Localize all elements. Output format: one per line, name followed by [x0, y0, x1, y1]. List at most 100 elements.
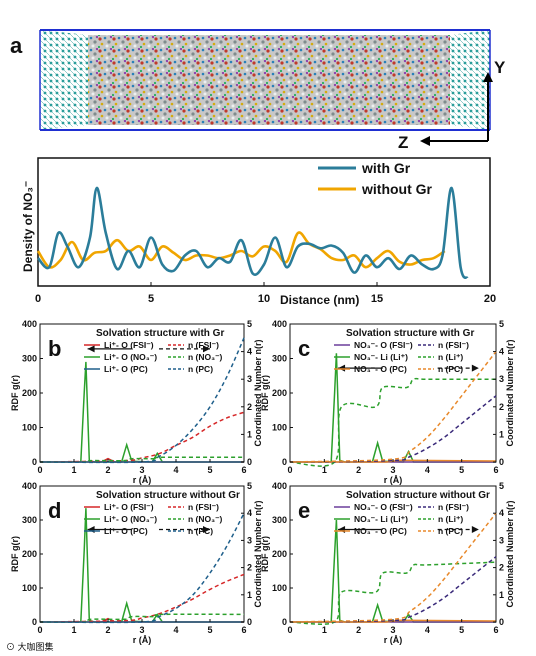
arrowhead-icon [471, 364, 479, 372]
rdf-legend-label: Li⁺- O (PC) [104, 526, 148, 536]
rdf-panel-label: d [48, 498, 61, 523]
rdf-y2tick-label: 2 [247, 402, 252, 412]
rdf-y2tick-label: 5 [247, 481, 252, 491]
rdf-legend-label: NO₃⁻- O (FSI⁻) [354, 502, 413, 512]
rdf-xtick-label: 1 [322, 465, 327, 475]
density-ylabel: Density of NO₃⁻ [21, 181, 35, 272]
rdf-legend-label: n (FSI⁻) [438, 502, 469, 512]
rdf-panel-label: e [298, 498, 310, 523]
rdf-ytick-label: 0 [282, 457, 287, 467]
rdf-y2tick-label: 1 [499, 429, 504, 439]
rdf-y2tick-label: 4 [499, 508, 504, 518]
rdf-xlabel: r (Å) [384, 475, 403, 485]
rdf-xtick-label: 6 [493, 465, 498, 475]
rdf-panel-title: Solvation structure without Gr [96, 490, 240, 501]
rdf-ytick-label: 100 [272, 583, 287, 593]
density-xtick-label: 5 [148, 293, 154, 305]
graphene-right [450, 30, 490, 130]
rdf-legend-label: n (FSI⁻) [188, 340, 219, 350]
rdf-y2tick-label: 5 [499, 319, 504, 329]
rdf-y2tick-label: 0 [247, 617, 252, 627]
rdf-y2tick-label: 3 [499, 535, 504, 545]
axis-z-label: Z [398, 133, 408, 152]
rdf-panel-title: Solvation structure with Gr [96, 328, 224, 339]
rdf-y2tick-label: 1 [247, 429, 252, 439]
rdf-y2tick-label: 1 [247, 590, 252, 600]
rdf-xtick-label: 1 [71, 625, 76, 635]
rdf-ytick-label: 300 [22, 515, 37, 525]
rdf-legend-label: Li⁺- O (NO₃⁻) [104, 352, 157, 362]
rdf-ytick-label: 200 [22, 549, 37, 559]
rdf-y2tick-label: 3 [499, 374, 504, 384]
z-arrowhead-icon [420, 136, 430, 146]
rdf-xtick-label: 6 [241, 465, 246, 475]
density-xtick-label: 15 [371, 293, 383, 305]
arrowhead-icon [471, 526, 479, 534]
rdf-legend-label: n (FSI⁻) [438, 340, 469, 350]
rdf-panel-label: c [298, 336, 310, 361]
rdf-legend-label: Li⁺- O (NO₃⁻) [104, 514, 157, 524]
rdf-xtick-label: 3 [390, 625, 395, 635]
rdf-legend-label: Li⁺- O (FSI⁻) [104, 502, 154, 512]
rdf-xlabel: r (Å) [133, 475, 152, 485]
rdf-xtick-label: 0 [37, 625, 42, 635]
rdf-y2tick-label: 0 [499, 457, 504, 467]
arrowhead-icon [87, 345, 95, 353]
rdf-series-line [39, 411, 245, 463]
rdf-ylabel: RDF g(r) [10, 536, 20, 572]
rdf-y2tick-label: 2 [247, 563, 252, 573]
rdf-series-line [39, 337, 245, 464]
rdf-ytick-label: 300 [22, 354, 37, 364]
rdf-ytick-label: 200 [272, 388, 287, 398]
rdf-xtick-label: 0 [37, 465, 42, 475]
rdf-y2tick-label: 4 [499, 347, 504, 357]
rdf-xtick-label: 2 [356, 465, 361, 475]
rdf-series-line [39, 512, 245, 624]
density-xtick-label: 10 [258, 293, 270, 305]
density-legend-label: without Gr [361, 181, 433, 197]
rdf-y2tick-label: 0 [499, 617, 504, 627]
rdf-series-line [289, 556, 497, 623]
axis-y-label: Y [494, 58, 506, 77]
rdf-xlabel: r (Å) [384, 635, 403, 645]
rdf-legend-label: NO₃⁻- O (FSI⁻) [354, 340, 413, 350]
y-arrowhead-icon [483, 72, 493, 82]
rdf-ylabel: RDF g(r) [260, 536, 270, 572]
rdf-ytick-label: 300 [272, 354, 287, 364]
rdf-legend-label: n (PC) [188, 526, 213, 536]
rdf-ytick-label: 200 [272, 549, 287, 559]
rdf-y2tick-label: 5 [247, 319, 252, 329]
watermark: ⊙ 大咖图集 [6, 641, 54, 652]
rdf-legend-label: NO₃⁻- O (PC) [354, 526, 407, 536]
arrowhead-icon [338, 364, 346, 372]
rdf-panel-title: Solvation structure with Gr [346, 328, 474, 339]
rdf-y2tick-label: 3 [247, 535, 252, 545]
rdf-xlabel: r (Å) [133, 635, 152, 645]
rdf-ytick-label: 300 [272, 515, 287, 525]
density-xlabel: Distance (nm) [280, 293, 359, 307]
density-xtick-label: 0 [35, 293, 41, 305]
rdf-xtick-label: 6 [241, 625, 246, 635]
rdf-series-line [289, 395, 497, 463]
density-legend: with Gr without Gr [318, 160, 433, 197]
rdf-legend-label: n (NO₃⁻) [188, 352, 223, 362]
rdf-ytick-label: 100 [22, 423, 37, 433]
rdf-xtick-label: 5 [207, 625, 212, 635]
panel-a: a Y Z [10, 29, 506, 152]
arrowhead-icon [203, 345, 210, 353]
rdf-ytick-label: 0 [32, 457, 37, 467]
arrowhead-icon [338, 526, 346, 534]
rdf-y2tick-label: 0 [247, 457, 252, 467]
rdf-y2tick-label: 2 [499, 402, 504, 412]
rdf-legend-label: n (NO₃⁻) [188, 514, 223, 524]
rdf-xtick-label: 2 [105, 625, 110, 635]
rdf-legend-label: n (Li⁺) [438, 352, 463, 362]
rdf-legend-label: n (FSI⁻) [188, 502, 219, 512]
rdf-series-line [39, 613, 245, 623]
rdf-xtick-label: 1 [71, 465, 76, 475]
